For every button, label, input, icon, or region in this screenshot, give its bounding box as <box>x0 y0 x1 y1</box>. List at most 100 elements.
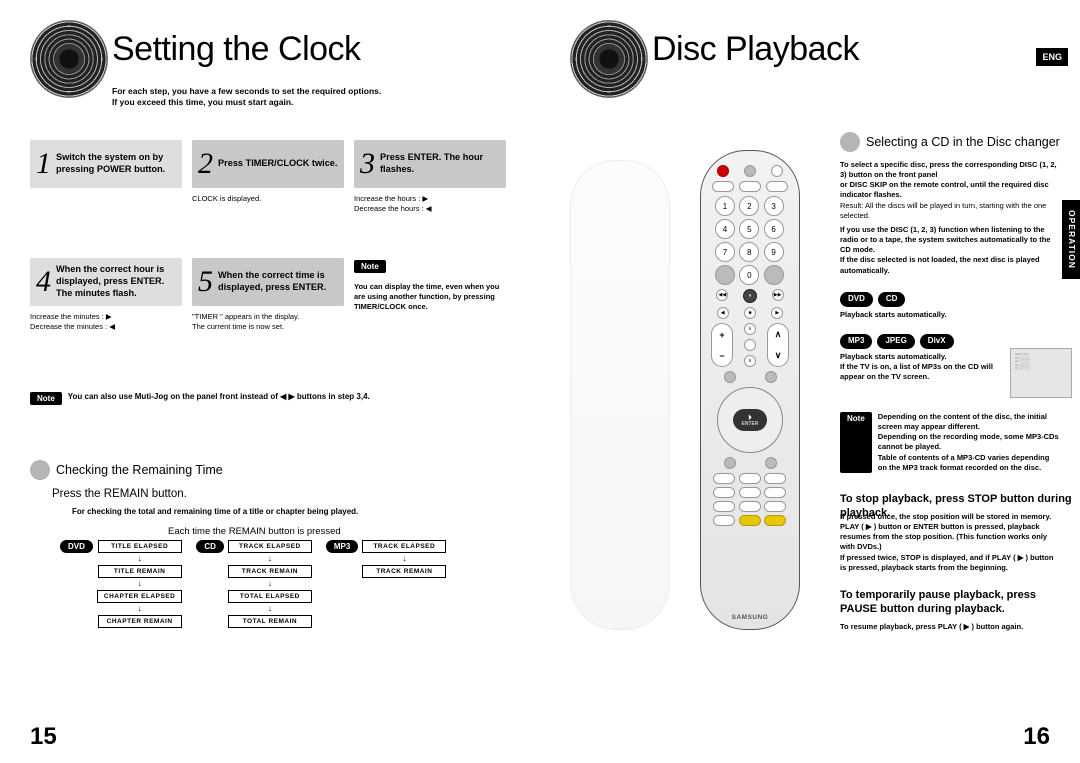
note-l2: TIMER/CLOCK once. <box>354 302 428 311</box>
volume-rocker[interactable]: +− <box>711 323 733 367</box>
fn-button-yellow[interactable] <box>764 515 786 526</box>
tv-screen-mock: MP3 LIST01 ░░░░░02 ░░░░░03 ░░░░░04 ░░░░░ <box>1010 348 1072 398</box>
foot-l2: The current time is now set. <box>192 322 344 332</box>
play-button[interactable]: ▶ <box>771 307 783 319</box>
step-text: When the correct time is displayed, pres… <box>218 270 338 294</box>
para2-l1: If you use the DISC (1, 2, 3) function w… <box>840 225 1060 255</box>
num-0[interactable]: 0 <box>739 265 759 285</box>
step-text: When the correct hour is displayed, pres… <box>56 264 176 300</box>
dvd-button[interactable] <box>739 181 761 192</box>
arrow-down-icon: ↓ <box>402 555 406 563</box>
up-arrow-button[interactable]: ∧ <box>744 323 756 335</box>
note-pill: Note <box>840 412 872 473</box>
fn-button[interactable] <box>764 501 786 512</box>
fn-button[interactable] <box>739 501 761 512</box>
step-2: 2 Press TIMER/CLOCK twice. CLOCK is disp… <box>192 140 344 204</box>
power-button[interactable] <box>717 165 729 177</box>
fn-button[interactable] <box>739 473 761 484</box>
para2-l2: If the disc selected is not loaded, the … <box>840 255 1060 275</box>
page-title-right: Disc Playback <box>652 30 859 69</box>
diagram-dvd: DVD TITLE ELAPSED ↓ TITLE REMAIN ↓ CHAPT… <box>60 540 182 628</box>
note2-l3: Table of contents of a MP3-CD varies dep… <box>878 453 1060 473</box>
para-disc-mode: If you use the DISC (1, 2, 3) function w… <box>840 225 1060 276</box>
step-foot: CLOCK is displayed. <box>192 194 344 204</box>
remote-control: 1 2 3 4 5 6 7 8 9 0 ◀◀ ⏸ ▶▶ ◀ ■ ▶ <box>690 150 810 640</box>
step-3: 3 Press ENTER. The hour flashes. Increas… <box>354 140 506 214</box>
remain-diagrams: DVD TITLE ELAPSED ↓ TITLE REMAIN ↓ CHAPT… <box>60 540 510 628</box>
num-8[interactable]: 8 <box>739 242 759 262</box>
box: TRACK ELAPSED <box>228 540 312 553</box>
box: TOTAL ELAPSED <box>228 590 312 603</box>
box: TITLE REMAIN <box>98 565 182 578</box>
num-4[interactable]: 4 <box>715 219 735 239</box>
box: TOTAL REMAIN <box>228 615 312 628</box>
note-l1: You can display the time, even when you … <box>354 282 499 301</box>
menu-button[interactable] <box>724 371 736 383</box>
note2-l1: Depending on the content of the disc, th… <box>878 412 1060 432</box>
cd-pill: CD <box>878 292 906 307</box>
rew-button[interactable]: ◀ <box>717 307 729 319</box>
fn-button-yellow[interactable] <box>739 515 761 526</box>
aux-button[interactable] <box>712 181 734 192</box>
mp3-pill: MP3 <box>840 334 872 349</box>
num-6[interactable]: 6 <box>764 219 784 239</box>
media-dvd-cd: DVD CD Playback starts automatically. <box>840 292 1060 320</box>
num-2[interactable]: 2 <box>739 196 759 216</box>
fn-button[interactable] <box>764 487 786 498</box>
bottom-note: Note You can also use Muti-Jog on the pa… <box>30 392 510 405</box>
channel-rocker[interactable]: ∧∨ <box>767 323 789 367</box>
next-button[interactable]: ▶▶ <box>772 289 784 301</box>
side-tab-operation: OPERATION <box>1062 200 1080 279</box>
page-title-left: Setting the Clock <box>112 30 361 69</box>
note-pill: Note <box>30 392 62 405</box>
num-9[interactable]: 9 <box>764 242 784 262</box>
disc-skip-button[interactable] <box>771 165 783 177</box>
fn-button[interactable] <box>739 487 761 498</box>
nav-ring[interactable]: ⏵ ENTER <box>717 387 783 453</box>
num-3[interactable]: 3 <box>764 196 784 216</box>
step-button[interactable] <box>764 265 784 285</box>
step-foot: Increase the hours : ▶ Decrease the hour… <box>354 194 506 214</box>
num-5[interactable]: 5 <box>739 219 759 239</box>
step-text: Press TIMER/CLOCK twice. <box>218 158 337 170</box>
fn-button[interactable] <box>713 487 735 498</box>
step-5: 5 When the correct time is displayed, pr… <box>192 258 344 332</box>
section-selecting-cd: Selecting a CD in the Disc changer <box>840 132 1060 152</box>
speaker-icon <box>570 20 648 98</box>
step-num: 4 <box>36 267 51 297</box>
enter-button[interactable]: ⏵ ENTER <box>733 409 767 431</box>
num-7[interactable]: 7 <box>715 242 735 262</box>
step-1: 1 Switch the system on by pressing POWER… <box>30 140 182 188</box>
stop-l1: If pressed once, the stop position will … <box>840 512 1060 553</box>
info-button[interactable] <box>765 371 777 383</box>
stop-l2: If pressed twice, STOP is displayed, and… <box>840 553 1060 573</box>
tuner-button[interactable] <box>766 181 788 192</box>
dvd-cd-text: Playback starts automatically. <box>840 310 1060 320</box>
section-label: Checking the Remaining Time <box>56 463 223 477</box>
fn-button[interactable] <box>713 501 735 512</box>
arrow-down-icon: ↓ <box>268 605 272 613</box>
stop-button[interactable]: ■ <box>744 307 756 319</box>
return-button[interactable] <box>724 457 736 469</box>
fn-button[interactable] <box>764 473 786 484</box>
exit-button[interactable] <box>765 457 777 469</box>
mute-button[interactable] <box>744 339 756 351</box>
page-number-right: 16 <box>1023 723 1050 751</box>
pause-button[interactable]: ⏸ <box>743 289 757 303</box>
open-close-button[interactable] <box>744 165 756 177</box>
cancel-button[interactable] <box>715 265 735 285</box>
press-remain: Press the REMAIN button. <box>52 488 187 500</box>
num-1[interactable]: 1 <box>715 196 735 216</box>
fn-button[interactable] <box>713 515 735 526</box>
pause-body: To resume playback, press PLAY ( ▶ ) but… <box>840 622 1060 632</box>
subtitle-l2: If you exceed this time, you must start … <box>112 97 381 108</box>
arrow-down-icon: ↓ <box>268 580 272 588</box>
down-arrow-button[interactable]: ∨ <box>744 355 756 367</box>
mp3-l2: If the TV is on, a list of MP3s on the C… <box>840 362 1000 382</box>
note-pill: Note <box>354 260 386 273</box>
box: TRACK REMAIN <box>228 565 312 578</box>
prev-button[interactable]: ◀◀ <box>716 289 728 301</box>
dec-hours: Decrease the hours : ◀ <box>354 204 506 214</box>
cd-pill: CD <box>196 540 224 553</box>
fn-button[interactable] <box>713 473 735 484</box>
